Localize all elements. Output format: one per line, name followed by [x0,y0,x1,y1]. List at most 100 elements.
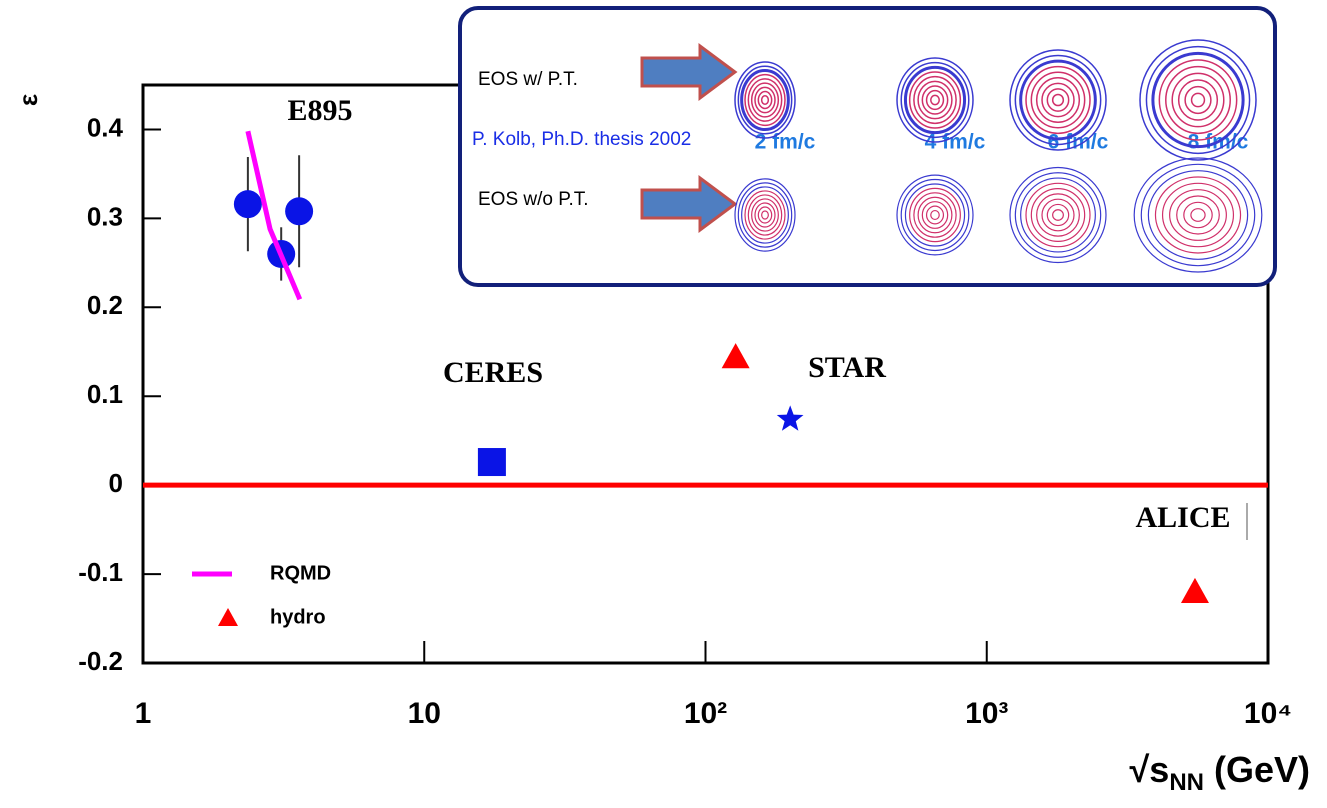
y-tick-label: 0.3 [87,201,123,231]
contour [1139,39,1257,161]
contour [1169,189,1227,241]
data-point [285,197,314,226]
annotation: ALICE [1135,501,1230,534]
arrow [640,43,738,101]
data-point [776,405,804,431]
contour [750,82,780,118]
arrow [640,175,738,233]
contour [751,198,779,232]
y-axis-label: ε [13,94,43,106]
data-point [233,190,262,219]
inset-credit: P. Kolb, Ph.D. thesis 2002 [472,129,691,150]
contour [740,68,790,132]
legend-swatch [218,608,238,626]
contour [1147,170,1249,260]
contour [908,71,962,129]
contour [741,186,789,244]
contour [734,61,796,139]
contour [1154,176,1242,254]
contour [904,183,966,247]
rqmd-line [245,130,303,301]
y-tick-label: 0 [109,468,123,498]
x-label-sub: NN [1169,769,1204,796]
contour [1133,157,1263,273]
contour [1046,88,1070,112]
y-tick-label: 0.4 [87,112,124,142]
x-label-unit: (GeV) [1214,749,1310,790]
contour [1020,177,1096,253]
contour [1051,93,1065,107]
contour [900,61,970,139]
contour [1030,188,1086,242]
contour [737,65,793,135]
x-tick-label: 10⁴ [1244,697,1292,730]
contour [734,178,796,252]
contour [1019,59,1097,141]
contour [909,187,961,243]
inset-row-label: EOS w/ P.T. [478,69,578,90]
x-axis-label: √sNN (GeV) [1130,749,1310,797]
contour [1158,59,1238,141]
contour [1190,92,1206,108]
contour [917,196,953,234]
contour [760,95,770,105]
contour [930,209,940,221]
contour [903,65,967,135]
contour [757,90,773,110]
contour [1183,201,1213,229]
annotation: STAR [808,351,886,384]
contour [1014,54,1102,146]
annotation: E895 [287,94,352,127]
contour [1171,72,1225,128]
contour [1025,65,1091,135]
y-tick-label: -0.2 [78,646,123,676]
x-tick-label: 10³ [965,697,1008,730]
annotation: CERES [443,356,543,389]
contour [1151,51,1245,149]
contour [1009,166,1107,264]
contour [747,194,783,236]
contour [1177,79,1219,121]
contour [1165,65,1231,135]
contour [747,78,783,122]
contour [913,192,957,238]
contour [921,85,949,115]
legend-label: RQMD [270,562,331,584]
contour [896,174,974,256]
contour [761,210,769,220]
x-tick-label: 10 [408,697,441,730]
y-tick-label: -0.1 [78,557,123,587]
y-tick-label: 0.1 [87,379,123,409]
contour [1030,71,1086,129]
inset: EOS w/ P.T. P. Kolb, Ph.D. thesis 2002 E… [458,6,1277,287]
contour [925,205,945,225]
data-point [1180,577,1209,604]
y-tick-label: 0.2 [87,290,123,320]
contour [754,86,776,114]
contour [744,190,786,240]
contour [1052,209,1064,221]
contour [900,178,970,252]
contour [930,94,940,106]
contour [1161,182,1235,248]
inset-time: 6 fm/c [1048,131,1109,154]
contour [921,201,949,229]
contour [737,182,793,248]
contour [744,73,786,127]
contour [1140,163,1256,267]
legend-label: hydro [270,606,326,628]
contour [757,206,773,224]
contour [754,202,776,228]
contour [1176,195,1220,235]
contour [1145,45,1251,155]
inset-row-label: EOS w/o P.T. [478,189,589,210]
x-tick-label: 10² [684,697,727,730]
contour [913,75,957,125]
contour [1036,193,1080,237]
contour [1046,203,1070,227]
contour [1014,172,1102,258]
data-point [477,448,506,477]
contour [917,80,953,120]
contour [896,57,974,143]
